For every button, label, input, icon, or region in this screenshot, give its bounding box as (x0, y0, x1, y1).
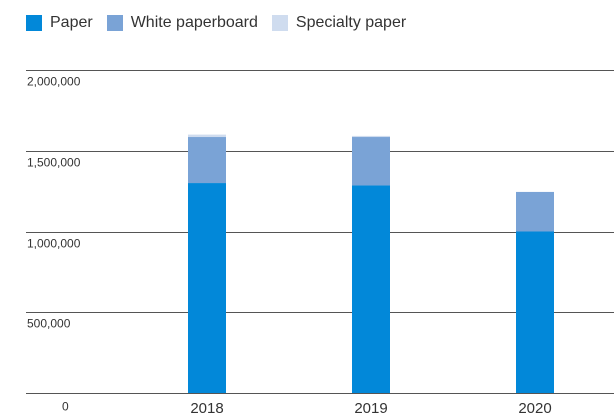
legend-swatch-specialty-paper (271, 15, 288, 31)
legend-item-paper: Paper (26, 14, 93, 32)
bar-segment-white-paperboard-2020 (516, 191, 554, 232)
y-tick-label: 0 (62, 400, 69, 414)
legend-label-white-paperboard: White paperboard (130, 14, 258, 31)
x-axis-category-labels: 2018 2019 2020 (190, 400, 551, 415)
y-tick-label: 1,500,000 (27, 156, 81, 170)
x-category-label: 2020 (518, 400, 551, 415)
y-tick-label: 1,000,000 (27, 237, 81, 251)
bars (188, 134, 554, 393)
legend-swatch-white-paperboard (106, 15, 123, 31)
chart-legend: Paper White paperboard Specialty paper (26, 14, 406, 32)
bar-segment-paper-2018 (188, 183, 226, 393)
legend-item-specialty-paper: Specialty paper (271, 14, 407, 32)
y-tick-label: 500,000 (27, 317, 71, 331)
bar-segment-paper-2020 (516, 231, 554, 393)
legend-swatch-paper (26, 15, 42, 31)
bar-segment-specialty-paper-2018 (188, 134, 226, 138)
y-tick-label: 2,000,000 (27, 75, 81, 89)
bar-segment-white-paperboard-2019 (352, 137, 390, 186)
bar-segment-white-paperboard-2018 (188, 137, 226, 184)
bar-segment-specialty-paper-2019 (352, 135, 390, 138)
legend-item-white-paperboard: White paperboard (106, 14, 258, 32)
legend-label-specialty-paper: Specialty paper (295, 14, 407, 31)
bar-segment-paper-2019 (352, 185, 390, 393)
x-category-label: 2019 (354, 400, 387, 415)
legend-label-paper: Paper (50, 14, 93, 31)
y-axis-tick-labels: 0 500,000 1,000,000 1,500,000 2,000,000 (27, 75, 81, 414)
x-category-label: 2018 (190, 400, 223, 415)
